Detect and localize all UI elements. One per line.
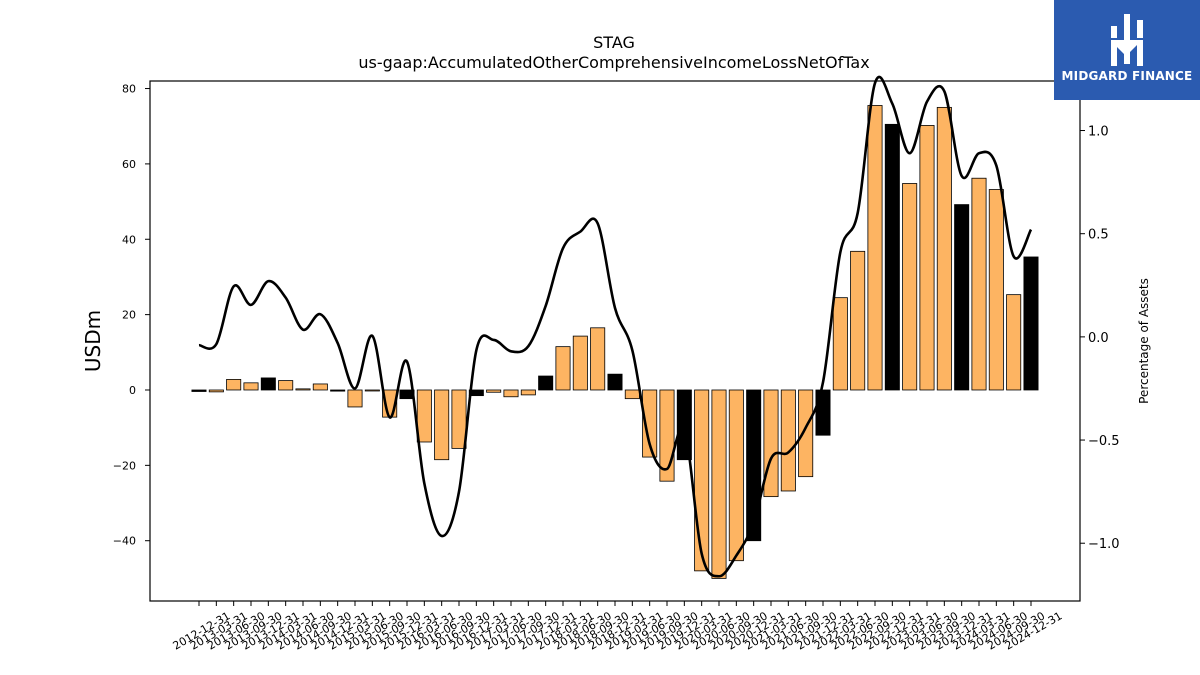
- bar: [555, 346, 571, 391]
- bar: [867, 105, 883, 391]
- bar: [936, 106, 952, 391]
- bar: [260, 377, 276, 391]
- bar: [590, 327, 606, 391]
- y2-tick-label: 0.5: [1088, 228, 1109, 243]
- y2-tick-label: −0.5: [1088, 434, 1120, 449]
- bar: [902, 183, 918, 391]
- bar: [971, 177, 987, 391]
- bar: [728, 389, 744, 562]
- bar: [815, 389, 831, 436]
- bar: [954, 204, 970, 391]
- bar: [226, 379, 242, 391]
- bar: [850, 250, 866, 391]
- midgard-logo-icon: [1111, 14, 1143, 66]
- bar: [798, 389, 814, 478]
- bar: [624, 389, 640, 400]
- y2-tick-label: 1.0: [1088, 125, 1109, 140]
- bar: [486, 389, 502, 393]
- bar: [330, 389, 346, 392]
- brand-logo: MIDGARD FINANCE: [1054, 0, 1200, 100]
- chart-title: STAG: [593, 33, 635, 52]
- bar: [434, 389, 450, 461]
- bar: [572, 335, 588, 391]
- x-axis: 2012-12-312013-03-312013-06-302013-09-30…: [171, 601, 1065, 653]
- y2-tick-label: 0.0: [1088, 331, 1109, 346]
- bar: [642, 389, 658, 458]
- bar: [416, 389, 432, 443]
- y-tick-label: −20: [113, 459, 136, 472]
- y-tick-label: 80: [122, 83, 136, 96]
- bar: [694, 389, 710, 572]
- y-axis-left: −40 −20 0 20 40 60 80: [113, 83, 150, 548]
- y-tick-label: −40: [113, 535, 136, 548]
- bar: [832, 297, 848, 391]
- bar: [295, 388, 311, 391]
- y-axis-right: −1.0 −0.5 0.0 0.5 1.0: [1080, 125, 1120, 552]
- bar: [278, 380, 294, 391]
- bar: [884, 123, 900, 391]
- bar: [208, 389, 224, 393]
- bar: [520, 389, 536, 396]
- bar: [1006, 294, 1022, 391]
- line-series: [198, 75, 1033, 578]
- y2-tick-label: −1.0: [1088, 537, 1120, 552]
- bar: [451, 389, 467, 449]
- bar: [191, 389, 207, 392]
- bar: [503, 389, 519, 398]
- bar: [1023, 256, 1039, 391]
- bar: [243, 382, 259, 391]
- logo-text: MIDGARD FINANCE: [1061, 69, 1193, 83]
- bar: [763, 389, 779, 498]
- y-tick-label: 40: [122, 233, 136, 246]
- percentage-line: [198, 75, 1033, 578]
- bar: [919, 125, 935, 391]
- bar: [746, 389, 762, 542]
- bar: [347, 389, 363, 408]
- y2-axis-label: Percentage of Assets: [1137, 278, 1151, 404]
- bar: [780, 389, 796, 492]
- y-axis-label: USDm: [81, 310, 105, 372]
- bar: [988, 189, 1004, 391]
- y-tick-label: 0: [129, 384, 136, 397]
- y-tick-label: 60: [122, 158, 136, 171]
- bar-series: [191, 105, 1039, 579]
- bar: [711, 389, 727, 579]
- y-tick-label: 20: [122, 309, 136, 322]
- bar: [364, 389, 380, 392]
- chart-subtitle: us-gaap:AccumulatedOtherComprehensiveInc…: [358, 53, 869, 72]
- bar: [312, 383, 328, 391]
- bar: [607, 373, 623, 391]
- bar: [538, 375, 554, 391]
